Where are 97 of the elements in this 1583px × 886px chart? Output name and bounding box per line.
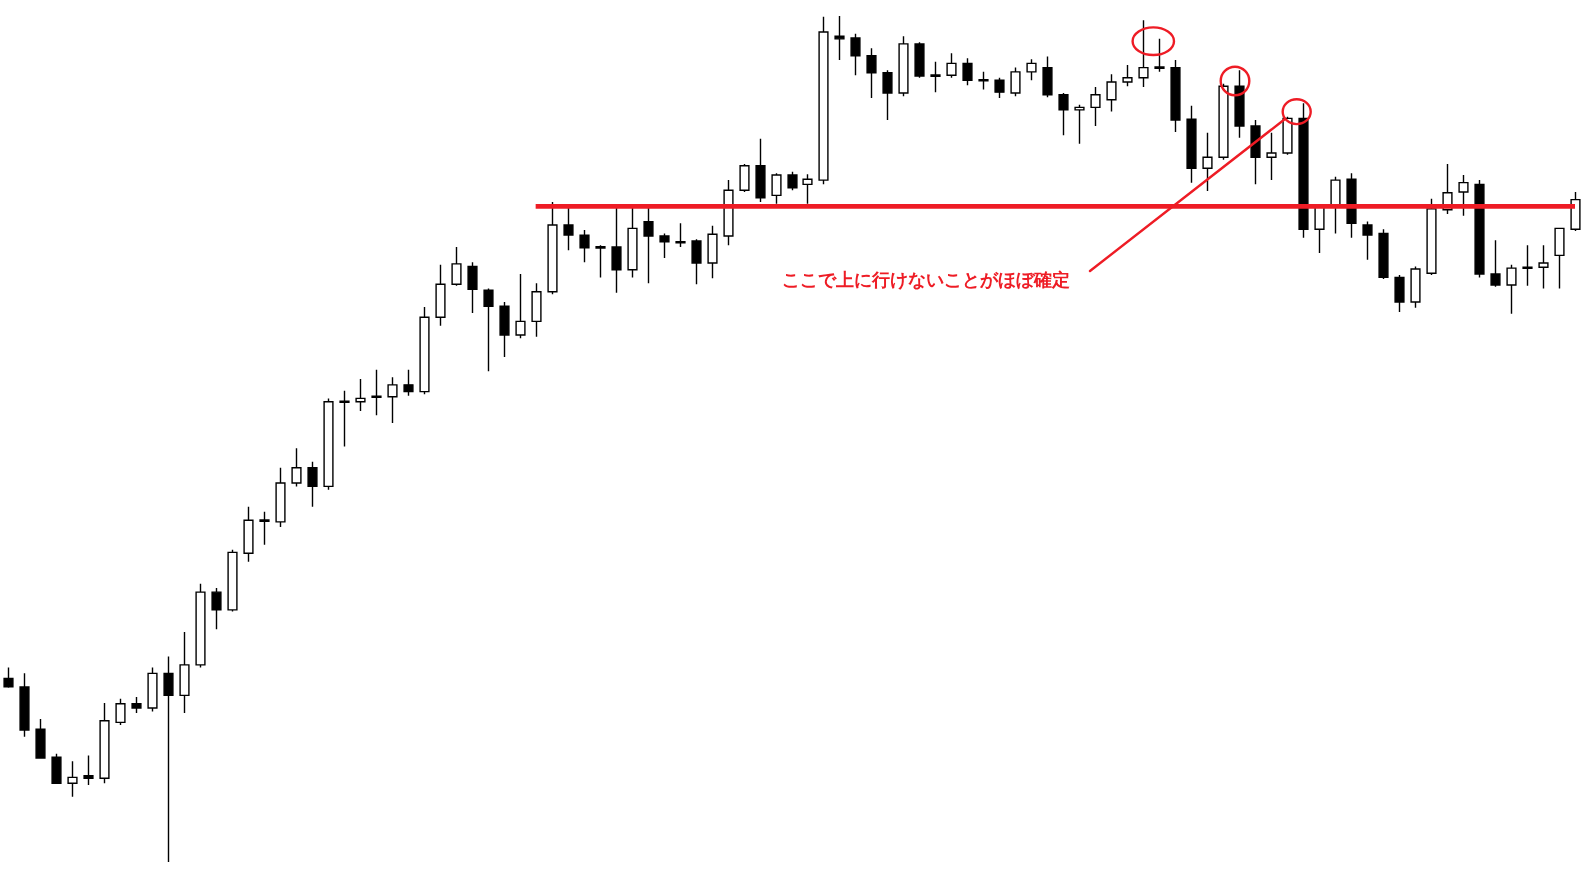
candlestick xyxy=(307,461,318,508)
candlestick xyxy=(962,57,973,87)
candlestick xyxy=(1522,244,1533,287)
candlestick xyxy=(1186,104,1197,184)
candlestick xyxy=(515,273,526,340)
candlestick xyxy=(882,69,893,121)
candlestick xyxy=(627,206,638,279)
candlestick xyxy=(99,702,110,785)
candlestick xyxy=(1394,274,1405,313)
candlestick xyxy=(946,52,957,79)
candlestick xyxy=(1378,228,1389,280)
candlestick xyxy=(1058,92,1069,136)
candlestick xyxy=(1490,239,1501,288)
candlestick xyxy=(211,587,222,631)
candlestick xyxy=(850,33,861,76)
candlestick xyxy=(1250,119,1261,186)
candlestick xyxy=(1122,64,1133,87)
candlestick xyxy=(483,287,494,373)
candlestick xyxy=(1202,132,1213,192)
candlestick xyxy=(1570,191,1581,232)
candlestick xyxy=(467,261,478,314)
candlestick xyxy=(323,397,334,491)
candlestick xyxy=(243,505,254,563)
candlestick xyxy=(19,672,30,738)
candlestick xyxy=(898,35,909,98)
candlestick xyxy=(994,77,1005,99)
candlestick xyxy=(866,47,877,99)
candlestick xyxy=(163,655,174,863)
candlestick xyxy=(691,238,702,285)
candlestick xyxy=(1154,38,1165,73)
candlestick xyxy=(1010,66,1021,98)
candlestick xyxy=(1506,264,1517,315)
candlestick xyxy=(531,282,542,338)
candlestick xyxy=(435,264,446,327)
candlestick xyxy=(643,206,654,285)
candlestick xyxy=(595,244,606,279)
candlestick xyxy=(1138,19,1149,88)
candlestick xyxy=(1538,244,1549,290)
candlestick xyxy=(563,207,574,252)
candlestick xyxy=(1554,227,1565,290)
candlestick xyxy=(131,696,142,714)
candlestick xyxy=(818,16,829,186)
candlestick xyxy=(371,368,382,417)
candlestick xyxy=(259,511,270,546)
candlestick xyxy=(1074,104,1085,145)
candlestick xyxy=(115,698,126,726)
candlestick xyxy=(195,582,206,669)
candlestick xyxy=(755,137,766,203)
candlestick xyxy=(675,222,686,248)
candlestick xyxy=(707,225,718,279)
candlestick xyxy=(611,206,622,294)
candlestick xyxy=(547,201,558,296)
candlestick xyxy=(1330,176,1341,235)
candlestick xyxy=(403,368,414,397)
candlestick xyxy=(51,753,62,785)
candlestick xyxy=(978,71,989,91)
candlestick xyxy=(1458,174,1469,217)
candlestick xyxy=(659,232,670,259)
candlestick xyxy=(723,179,734,246)
candlestick xyxy=(387,376,398,424)
candlestick xyxy=(834,15,845,61)
candlestick xyxy=(451,246,462,287)
candlestick xyxy=(1298,102,1309,239)
candlestick xyxy=(1362,220,1373,261)
candlestick xyxy=(1282,115,1293,156)
candlestick xyxy=(1106,73,1117,113)
candlestick xyxy=(1234,69,1245,139)
candlestick xyxy=(499,301,510,358)
candlestick xyxy=(930,60,941,93)
candlestick xyxy=(914,41,925,79)
candlestick xyxy=(771,172,782,205)
candlestick xyxy=(147,666,158,713)
candlestick xyxy=(419,306,430,395)
candlestick xyxy=(739,163,750,193)
candlestick xyxy=(275,467,286,528)
candlestick xyxy=(1042,55,1053,98)
candlestick xyxy=(291,447,302,488)
candlestick xyxy=(1218,82,1229,161)
candlestick xyxy=(1170,59,1181,133)
candlestick xyxy=(1026,58,1037,81)
candlestick xyxy=(179,631,190,714)
candlestick xyxy=(339,390,350,448)
candlestick xyxy=(355,378,366,412)
annotation: ここで上に行けないことがほぼ確定 xyxy=(782,269,1070,290)
candlestick xyxy=(1090,86,1101,127)
candlestick xyxy=(1426,198,1437,276)
candlestick xyxy=(35,718,46,759)
candlestick xyxy=(83,754,94,786)
candlestick xyxy=(3,666,14,689)
candlestick xyxy=(802,173,813,205)
candlestick xyxy=(1474,179,1485,279)
candlestick xyxy=(579,229,590,263)
candlestick xyxy=(227,549,238,613)
candlestick xyxy=(1266,132,1277,181)
candlestick xyxy=(787,170,798,191)
candlestick xyxy=(1410,265,1421,309)
candlestick xyxy=(67,760,78,798)
